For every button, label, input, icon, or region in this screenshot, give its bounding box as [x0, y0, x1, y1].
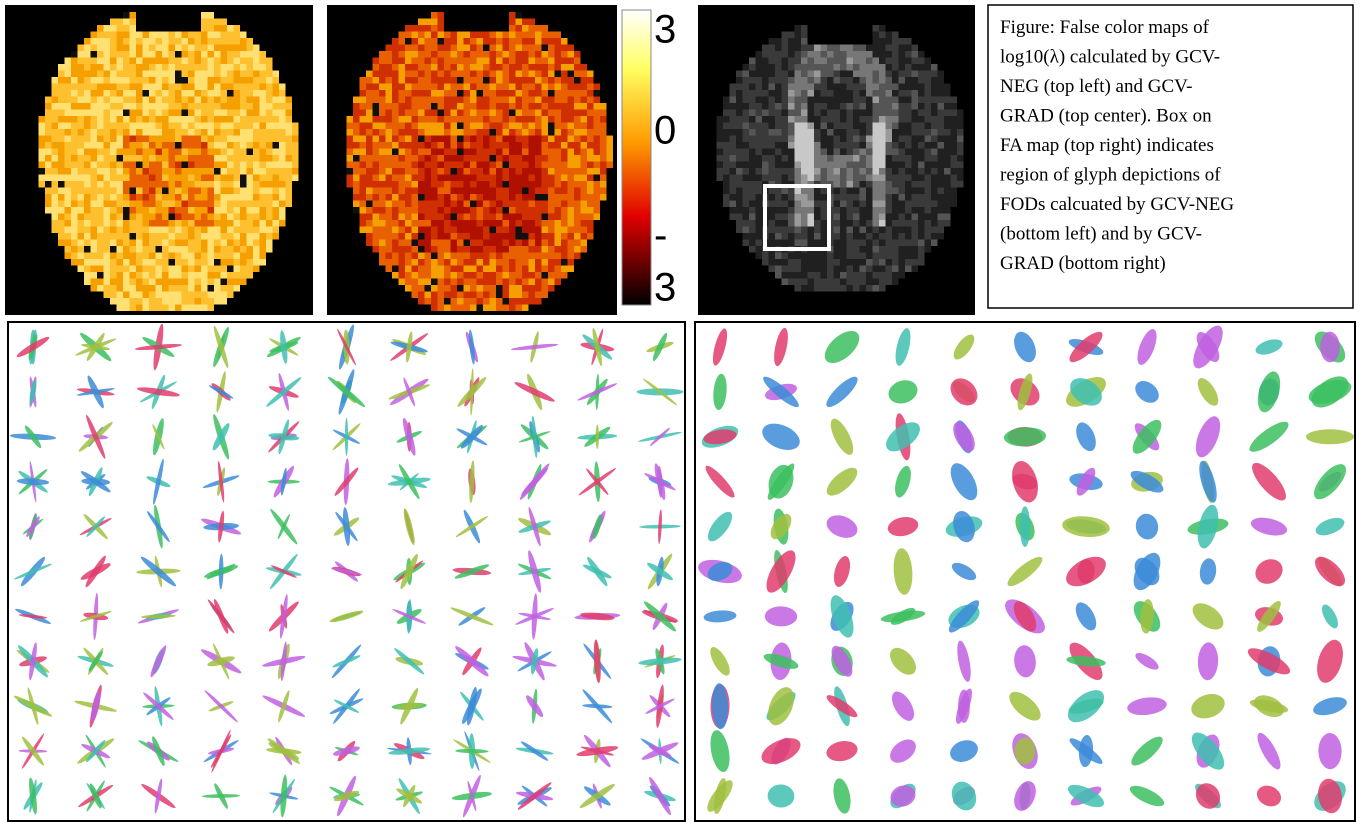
caption-line: FA map (top right) indicates [1000, 135, 1214, 156]
caption-line: Figure: False color maps of [1000, 17, 1210, 38]
caption-line: region of glyph depictions of [1000, 165, 1221, 186]
page: 3 0 - 3 Figure: False color maps of log10… [0, 0, 1359, 822]
colorbar-label: - [654, 214, 667, 258]
fod-glyph [1020, 506, 1030, 547]
fod-glyph [596, 425, 599, 449]
colorbar-label: 3 [654, 266, 676, 310]
fod-glyph [1306, 429, 1354, 444]
caption-line: NEG (top left) and GCV- [1000, 76, 1192, 97]
colorbar [622, 10, 651, 305]
caption-line: log10(λ) calculated by GCV- [1000, 47, 1220, 68]
colorbar-label: 0 [654, 109, 676, 153]
caption-line: GRAD (bottom right) [1000, 253, 1166, 274]
maps [39, 12, 964, 311]
figure: 3 0 - 3 Figure: False color maps of log10… [0, 0, 1359, 822]
caption-line: FODs calcuated by GCV-NEG [1000, 194, 1234, 215]
caption-line: GRAD (top center). Box on [1000, 106, 1212, 127]
caption-line: (bottom left) and by GCV- [1000, 224, 1202, 245]
fod-glyph [345, 418, 348, 456]
caption: Figure: False color maps of log10(λ) calc… [1000, 17, 1234, 274]
colorbar-label: 3 [654, 8, 676, 52]
